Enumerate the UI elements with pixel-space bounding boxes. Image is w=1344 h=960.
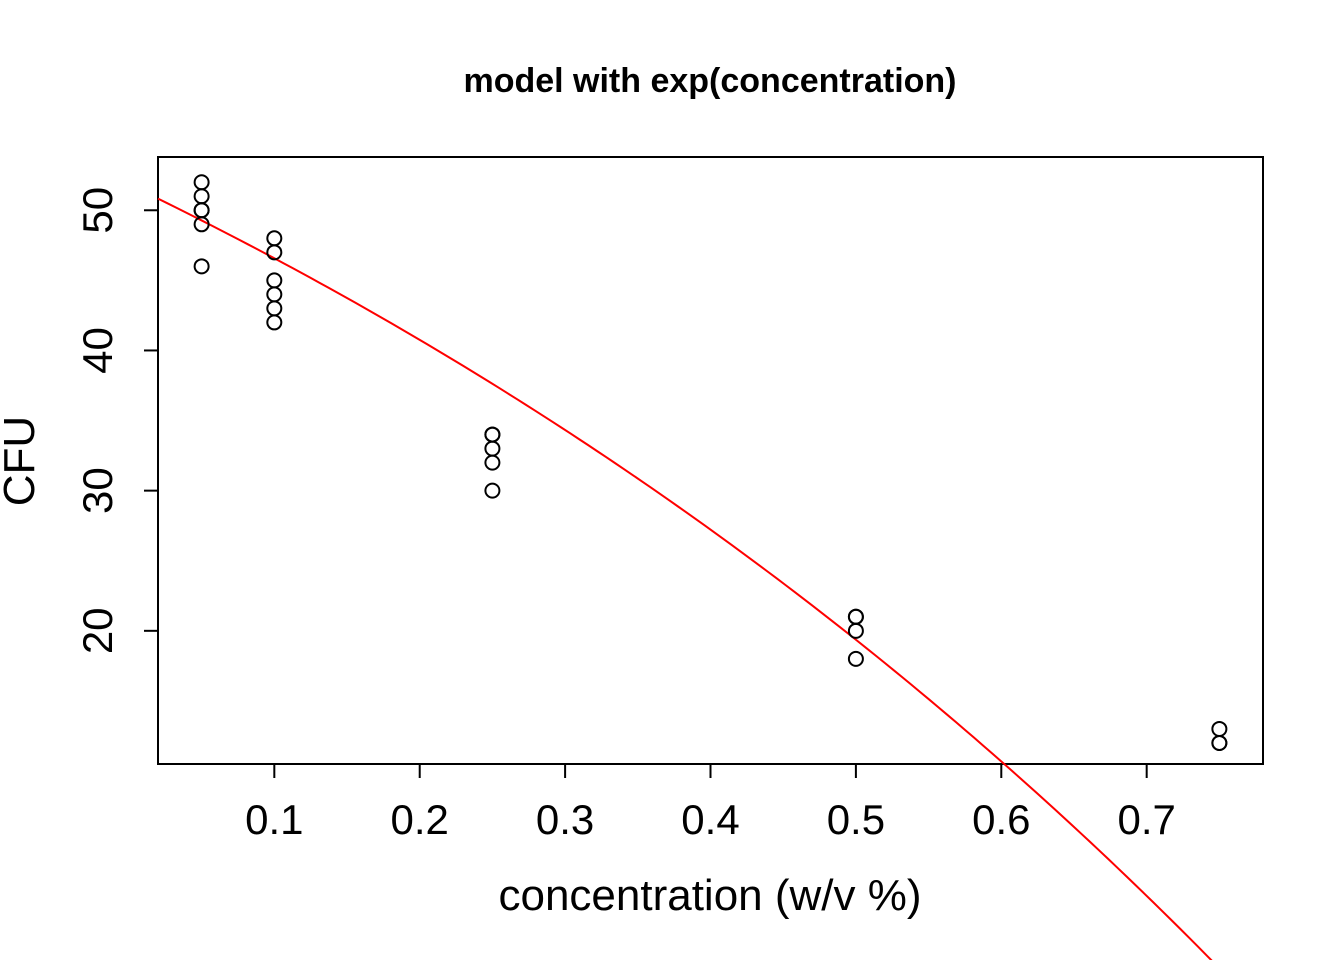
data-point: [484, 426, 501, 443]
plot-frame: [157, 156, 1264, 765]
y-tick-label: 40: [74, 327, 121, 374]
data-point: [847, 622, 864, 639]
x-axis-label: concentration (w/v %): [498, 871, 921, 920]
x-tick-label: 0.4: [681, 796, 739, 843]
data-point: [484, 454, 501, 471]
chart-title: model with exp(concentration): [463, 62, 956, 100]
y-tick-label: 50: [74, 187, 121, 234]
y-tick-label: 30: [74, 467, 121, 514]
fit-line: [157, 197, 1213, 960]
x-axis: 0.1 0.2 0.3 0.4 0.5 0.6 0.7: [245, 763, 1176, 843]
data-point: [193, 202, 210, 219]
x-tick-label: 0.7: [1117, 796, 1175, 843]
data-point: [193, 216, 210, 233]
data-point: [1211, 720, 1228, 737]
x-tick-label: 0.3: [536, 796, 594, 843]
data-point: [266, 314, 283, 331]
data-point: [193, 174, 210, 191]
fit-layer: [157, 197, 1213, 960]
data-point: [193, 258, 210, 275]
data-point: [266, 286, 283, 303]
points-layer: [193, 174, 1228, 751]
x-tick-label: 0.2: [391, 796, 449, 843]
data-point: [266, 272, 283, 289]
x-tick-label: 0.5: [827, 796, 885, 843]
data-point: [266, 300, 283, 317]
data-point: [484, 482, 501, 499]
data-point: [484, 440, 501, 457]
data-point: [266, 230, 283, 247]
data-point: [847, 608, 864, 625]
y-axis-label: CFU: [0, 416, 44, 506]
y-tick-label: 20: [74, 607, 121, 654]
data-point: [1211, 734, 1228, 751]
data-point: [266, 244, 283, 261]
data-point: [847, 650, 864, 667]
x-tick-label: 0.1: [245, 796, 303, 843]
y-axis: 20 30 40 50: [74, 187, 159, 654]
x-tick-label: 0.6: [972, 796, 1030, 843]
data-point: [193, 188, 210, 205]
